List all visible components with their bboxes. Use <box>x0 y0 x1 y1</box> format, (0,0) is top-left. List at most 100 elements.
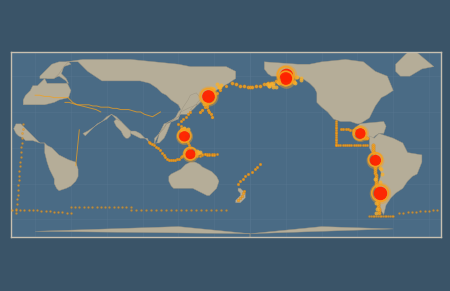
Point <box>282 76 289 81</box>
Point <box>207 86 215 91</box>
Polygon shape <box>66 59 236 146</box>
Point <box>181 130 189 135</box>
Point <box>203 95 210 100</box>
Point <box>185 150 193 155</box>
Point <box>351 131 359 135</box>
Point <box>297 77 304 82</box>
Point <box>183 129 190 134</box>
Point <box>207 93 214 98</box>
Point <box>191 152 198 157</box>
Point <box>183 149 190 153</box>
Point <box>266 83 273 88</box>
Point <box>216 84 224 89</box>
Polygon shape <box>14 124 78 191</box>
Point <box>193 150 200 155</box>
Point <box>203 96 210 101</box>
Point <box>180 134 187 139</box>
Point <box>203 97 210 102</box>
Point <box>205 94 212 99</box>
Point <box>210 92 217 97</box>
Point <box>270 83 277 88</box>
Point <box>267 82 274 87</box>
Point <box>270 84 277 89</box>
Point <box>297 76 305 81</box>
Point <box>185 152 192 157</box>
Point <box>178 131 185 136</box>
Point <box>355 130 362 135</box>
Polygon shape <box>40 62 68 79</box>
Point <box>275 79 282 84</box>
Point <box>186 149 194 153</box>
Point <box>282 76 289 81</box>
Point <box>356 131 364 136</box>
Point <box>372 157 379 162</box>
Point <box>184 150 191 155</box>
Point <box>372 157 379 162</box>
Point <box>205 91 212 96</box>
Point <box>355 132 362 136</box>
Point <box>376 166 383 170</box>
Polygon shape <box>250 227 393 234</box>
Point <box>380 188 387 193</box>
Point <box>354 128 361 133</box>
Point <box>372 211 379 215</box>
Point <box>374 190 381 195</box>
Point <box>203 97 210 102</box>
Polygon shape <box>369 134 422 214</box>
Point <box>190 151 198 156</box>
Polygon shape <box>264 59 393 138</box>
Point <box>353 129 360 134</box>
Point <box>375 197 382 201</box>
Point <box>181 134 188 138</box>
Point <box>182 152 189 156</box>
Polygon shape <box>236 188 245 203</box>
Polygon shape <box>35 227 250 255</box>
Point <box>293 74 301 79</box>
Point <box>181 134 188 138</box>
Point <box>179 128 186 132</box>
Point <box>187 151 194 156</box>
Point <box>178 129 185 134</box>
Point <box>377 166 384 171</box>
Point <box>216 85 223 90</box>
Point <box>378 171 386 176</box>
Point <box>204 95 212 100</box>
Point <box>282 76 289 81</box>
Point <box>179 132 186 137</box>
Point <box>281 81 288 86</box>
Point <box>358 132 365 137</box>
Point <box>290 79 297 84</box>
Point <box>269 81 276 85</box>
Point <box>216 84 223 89</box>
Polygon shape <box>23 62 71 105</box>
Point <box>196 150 203 155</box>
Point <box>194 149 202 154</box>
Point <box>189 150 196 155</box>
Polygon shape <box>114 119 130 138</box>
Point <box>293 75 300 80</box>
Point <box>361 131 368 136</box>
Point <box>181 134 188 138</box>
Point <box>210 87 217 92</box>
Point <box>187 151 194 155</box>
Point <box>377 191 384 196</box>
Point <box>180 129 187 134</box>
Point <box>205 94 212 99</box>
Point <box>266 84 273 88</box>
Point <box>356 131 364 136</box>
Point <box>282 73 289 77</box>
Point <box>178 136 185 141</box>
Point <box>189 152 197 156</box>
Polygon shape <box>396 49 434 76</box>
Point <box>183 150 190 154</box>
Point <box>374 207 381 211</box>
Point <box>199 99 207 103</box>
Point <box>179 127 186 131</box>
Point <box>214 82 221 86</box>
Point <box>184 126 191 131</box>
Polygon shape <box>190 95 205 109</box>
Point <box>282 73 289 77</box>
Point <box>194 148 201 153</box>
Point <box>200 102 207 107</box>
Point <box>207 92 215 97</box>
